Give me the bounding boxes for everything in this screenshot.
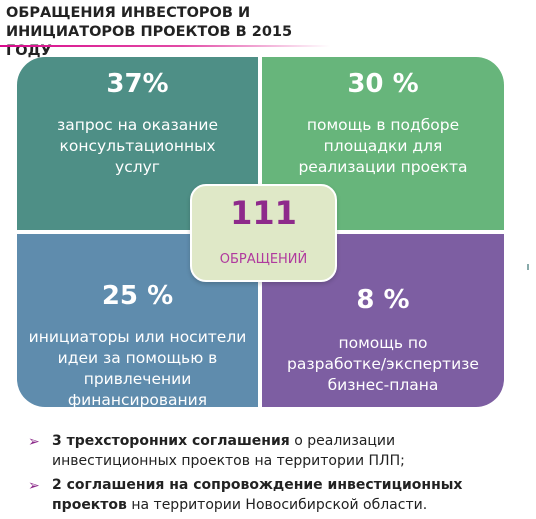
desc-line: привлечении: [83, 370, 192, 388]
desc-line: помощь в подборе: [306, 116, 460, 134]
list-item: ➢ 3 трехсторонних соглашения о реализаци…: [28, 431, 528, 471]
desc-line: услуг: [115, 158, 160, 176]
title-underline: [0, 45, 330, 47]
total-requests-box: 111 ОБРАЩЕНИЙ: [190, 184, 337, 282]
bullet-bold: 2 соглашения на сопровождение инвестицио…: [52, 477, 463, 493]
bullet-bold: проектов: [52, 497, 127, 513]
arrow-right-icon: ➢: [28, 478, 40, 494]
percent-site-selection: 30 %: [347, 69, 419, 99]
desc-line: площадки для: [323, 137, 443, 155]
desc-line: финансирования: [67, 391, 208, 407]
bullet-text: инвестиционных проектов на территории ПЛ…: [52, 453, 405, 469]
quadrant-consulting: 37% запрос на оказание консультационных …: [17, 57, 258, 230]
desc-line: реализации проекта: [298, 158, 468, 176]
bullet-text: о реализации: [289, 433, 396, 449]
percent-financing: 25 %: [101, 281, 174, 311]
percent-business-plan: 8 %: [356, 285, 410, 315]
desc-line: запрос на оказание: [56, 116, 219, 134]
desc-line: консультационных: [59, 137, 216, 155]
desc-business-plan: помощь по разработке/экспертизе бизнес-п…: [268, 333, 498, 396]
desc-financing: инициаторы или носители идеи за помощью …: [23, 327, 252, 407]
arrow-right-icon: ➢: [28, 434, 40, 450]
desc-site-selection: помощь в подборе площадки для реализации…: [268, 115, 498, 178]
desc-line: помощь по: [338, 334, 428, 352]
agreements-list: ➢ 3 трехсторонних соглашения о реализаци…: [28, 431, 528, 519]
total-requests-label: ОБРАЩЕНИЙ: [219, 252, 308, 267]
list-item: ➢ 2 соглашения на сопровождение инвестиц…: [28, 475, 528, 515]
desc-consulting: запрос на оказание консультационных услу…: [23, 115, 252, 178]
title-line-1: ОБРАЩЕНИЯ ИНВЕСТОРОВ И: [6, 5, 251, 21]
title-line-2: ИНИЦИАТОРОВ ПРОЕКТОВ В 2015 ГОДУ: [6, 24, 293, 59]
total-requests-number: 111: [230, 194, 297, 232]
bullet-bold: 3 трехсторонних соглашения: [52, 433, 290, 449]
desc-line: идеи за помощью в: [57, 349, 218, 367]
side-marker: [527, 264, 534, 270]
bullet-text: на территории Новосибирской области.: [126, 497, 428, 513]
page-title: ОБРАЩЕНИЯ ИНВЕСТОРОВ И ИНИЦИАТОРОВ ПРОЕК…: [6, 4, 336, 61]
desc-line: разработке/экспертизе: [287, 355, 479, 373]
desc-line: бизнес-плана: [327, 376, 439, 394]
percent-consulting: 37%: [106, 69, 169, 99]
desc-line: инициаторы или носители: [28, 328, 247, 346]
